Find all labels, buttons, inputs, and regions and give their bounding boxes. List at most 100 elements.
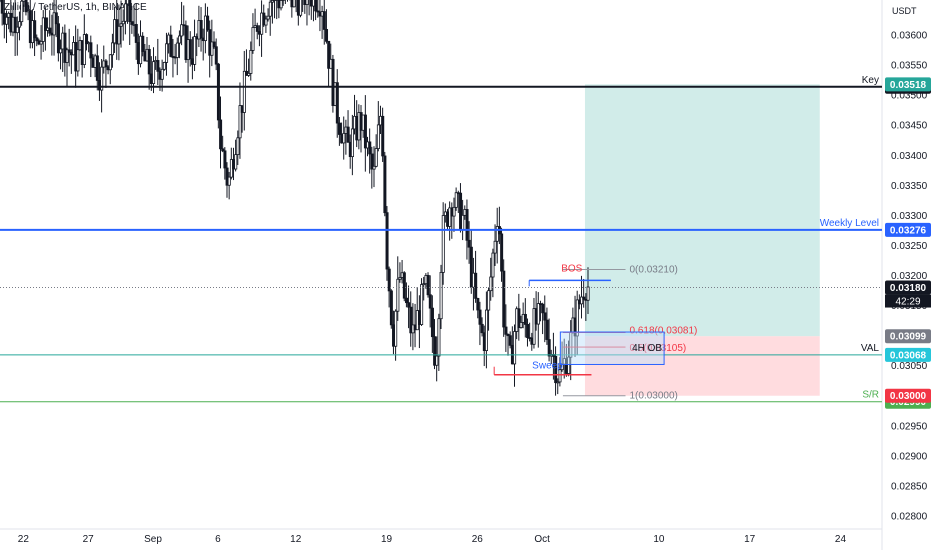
fib-label-618: 0.5(0.03105)	[630, 343, 687, 354]
currency-label: USDT	[892, 6, 917, 16]
candle-body	[407, 302, 411, 308]
candle-body	[15, 26, 19, 34]
candle-body	[117, 25, 121, 45]
candle-body	[350, 128, 354, 158]
price-tick-label: 0.02800	[891, 511, 928, 522]
candle-body	[162, 62, 166, 70]
time-tick-label: Sep	[144, 534, 162, 545]
candle-body	[39, 41, 43, 45]
candle-body	[108, 54, 112, 71]
candle-body	[545, 319, 549, 340]
candle-body	[374, 148, 378, 167]
candle-body	[381, 115, 385, 157]
candle-body	[387, 268, 391, 292]
level-label: Key	[862, 75, 879, 86]
candle-body	[56, 23, 60, 54]
candle-body	[100, 66, 104, 91]
candle-body	[130, 21, 134, 25]
candle-body	[305, 0, 309, 5]
time-tick-label: 6	[215, 534, 221, 545]
candle-body	[18, 21, 22, 28]
candle-body	[478, 309, 482, 325]
candle-body	[59, 48, 63, 54]
price-tag	[885, 388, 931, 403]
price-tick-label: 0.03300	[891, 211, 928, 222]
candle-body	[422, 283, 426, 286]
candle-body	[255, 25, 259, 32]
symbol-title: Zilliqa / TetherUS, 1h, BINANCE	[4, 2, 147, 13]
price-tag	[885, 347, 931, 362]
candle-body	[396, 278, 400, 312]
candle-body	[402, 272, 406, 299]
price-tag-text: 0.03276	[890, 225, 927, 236]
candle-body	[541, 303, 545, 314]
candle-body	[363, 114, 367, 149]
candle-body	[123, 3, 127, 22]
candle-body	[290, 0, 294, 8]
price-tick-label: 0.03550	[891, 61, 928, 72]
candle-body	[160, 68, 164, 80]
candle-body	[0, 0, 4, 14]
candle-body	[346, 126, 350, 143]
price-tick-label: 0.02850	[891, 481, 928, 492]
candle-body	[193, 36, 197, 65]
candle-body	[433, 336, 437, 366]
candle-body	[128, 0, 132, 23]
candle-body	[104, 60, 108, 68]
candle-body	[299, 0, 303, 16]
candle-body	[212, 41, 216, 48]
price-tick-label: 0.02950	[891, 421, 928, 432]
candle-body	[342, 133, 346, 144]
candle-body	[169, 34, 173, 57]
candle-body	[188, 39, 192, 60]
candle-body	[152, 61, 156, 84]
candle-body	[178, 35, 182, 44]
candle-body	[156, 60, 160, 72]
candle-body	[210, 41, 214, 56]
candle-body	[266, 15, 270, 20]
time-tick-label: 22	[18, 534, 30, 545]
candle-body	[452, 206, 456, 217]
time-tick-label: 26	[472, 534, 484, 545]
candle-body	[428, 294, 432, 309]
price-tag-text: 0.02990	[890, 397, 927, 408]
candle-body	[398, 277, 402, 280]
candle-body	[76, 49, 80, 72]
candle-body	[526, 324, 530, 338]
candle-body	[214, 46, 218, 65]
candle-body	[303, 0, 307, 5]
bos-label: BOS	[561, 263, 582, 274]
candle-body	[500, 233, 504, 272]
candle-body	[219, 119, 223, 150]
candle-body	[532, 308, 536, 345]
candle-body	[67, 49, 71, 53]
price-tick-label: 0.03400	[891, 151, 928, 162]
price-tag-countdown: 42:29	[895, 297, 920, 308]
candle-body	[383, 155, 387, 214]
candle-body	[558, 369, 562, 383]
fib-label-1: 1(0.03000)	[630, 391, 678, 402]
position-target-zone	[584, 84, 820, 337]
candle-body	[580, 296, 584, 305]
candle-body	[206, 15, 210, 31]
price-tag-text: 0.03180	[890, 283, 927, 294]
candle-body	[165, 43, 169, 63]
price-tag	[885, 280, 931, 295]
price-tick-label: 0.03050	[891, 361, 928, 372]
candle-body	[441, 215, 445, 273]
price-tag-countdown-bg	[885, 294, 931, 308]
candle-body	[225, 167, 229, 186]
candle-body	[85, 34, 89, 45]
position-stop-zone	[584, 336, 820, 396]
level-label: Weekly Level	[820, 218, 879, 229]
candle-body	[567, 356, 571, 374]
candle-body	[268, 1, 272, 17]
candle-body	[322, 11, 326, 30]
candle-body	[484, 309, 488, 352]
candle-body	[89, 42, 93, 59]
candle-body	[292, 0, 296, 8]
candle-body	[337, 122, 341, 135]
candle-body	[508, 335, 512, 346]
candle-body	[54, 12, 58, 25]
